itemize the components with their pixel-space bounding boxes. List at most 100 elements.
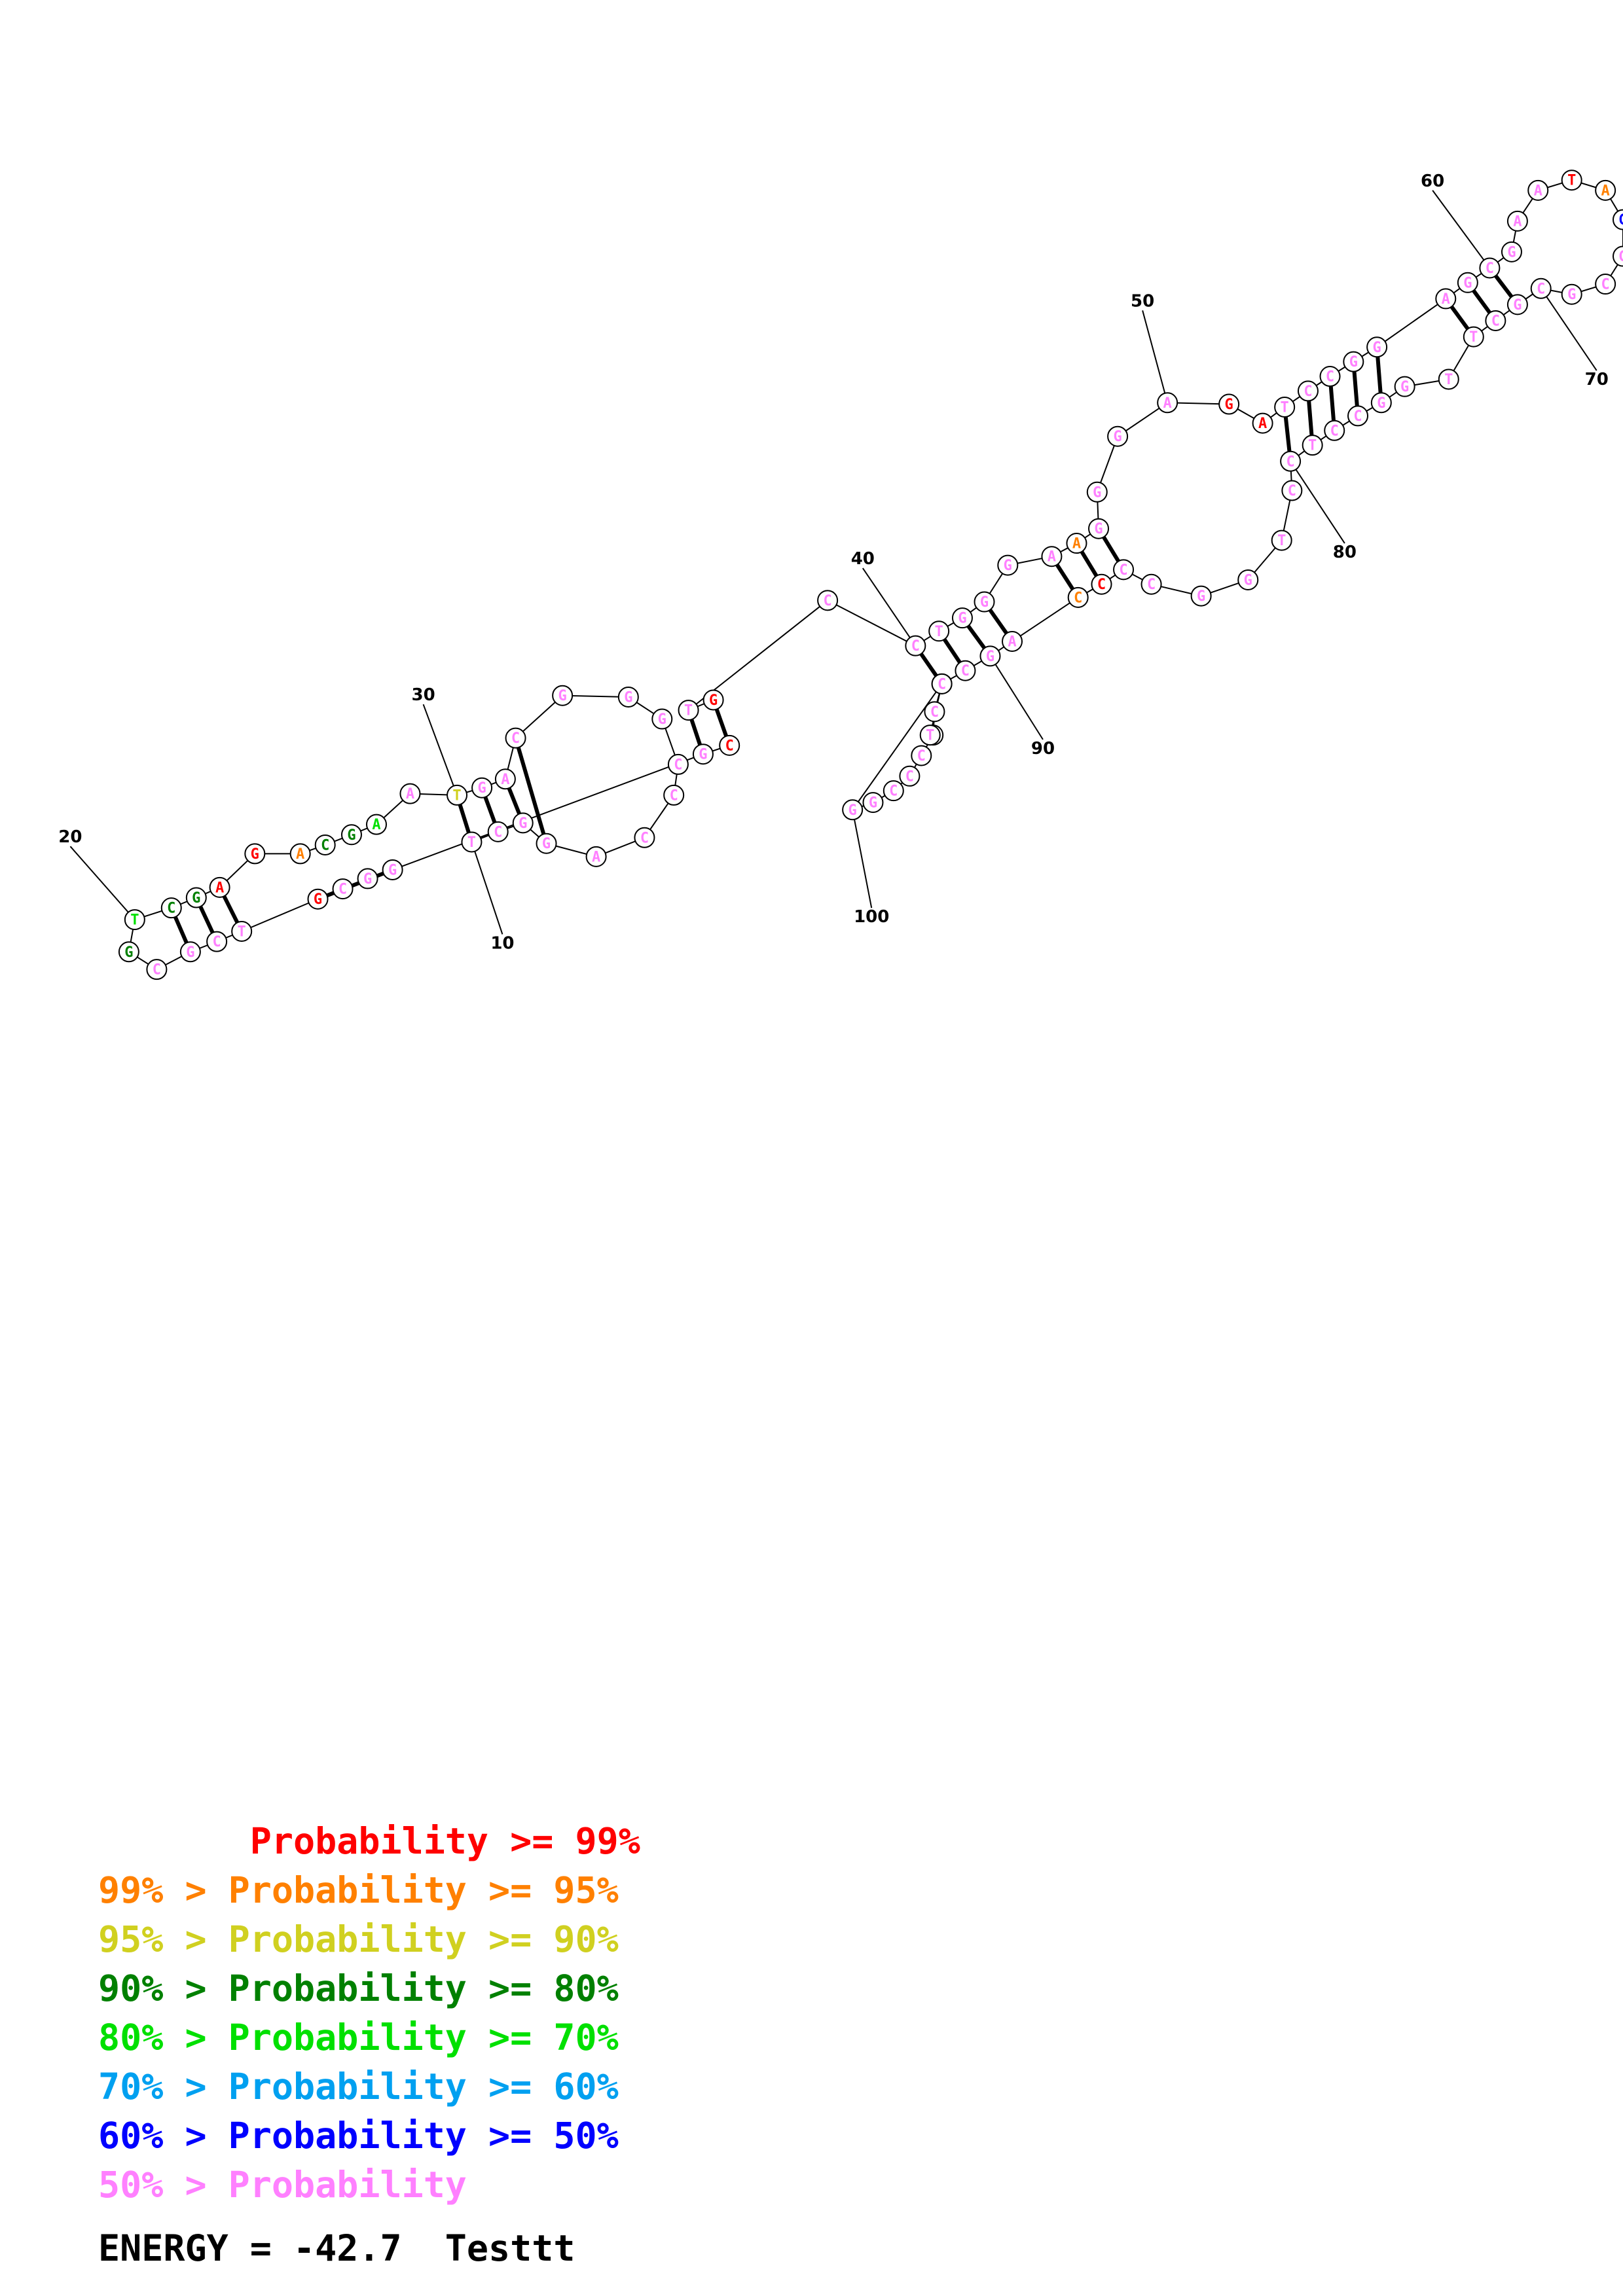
nucleotide-letter: G xyxy=(1244,572,1252,588)
nucleotide-letter: C xyxy=(938,676,946,692)
nucleotide: G xyxy=(552,685,574,706)
nucleotide-letter: C xyxy=(1326,369,1334,386)
nucleotide-letter: G xyxy=(347,827,356,844)
nucleotide: G xyxy=(1088,518,1110,539)
nucleotide-letter: C xyxy=(1353,408,1362,425)
position-tick xyxy=(422,704,458,796)
nucleotide-circle xyxy=(1297,380,1319,402)
nucleotide: G xyxy=(357,868,378,889)
nucleotide-circle xyxy=(1190,585,1212,607)
nucleotide-letter: C xyxy=(1537,281,1545,297)
position-tick xyxy=(1540,288,1597,371)
nucleotide: G xyxy=(1506,294,1528,315)
nucleotide-circle xyxy=(928,620,950,642)
nucleotide-letter: G xyxy=(869,795,877,812)
nucleotide: C xyxy=(314,834,336,855)
nucleotide-letter: C xyxy=(889,783,898,800)
nucleotide: T xyxy=(928,620,950,642)
nucleotide: T xyxy=(231,920,253,942)
nucleotide-letter: C xyxy=(494,824,502,840)
backbone-segment xyxy=(1012,597,1079,642)
nucleotide-letter: T xyxy=(1567,173,1576,189)
nucleotide: G xyxy=(179,941,201,963)
nucleotide: C xyxy=(924,701,945,723)
nucleotide-letter: C xyxy=(321,837,329,853)
nucleotide: G xyxy=(842,799,864,821)
nucleotide-circle xyxy=(1561,170,1582,191)
nucleotide: C xyxy=(1479,257,1501,279)
position-label: 40 xyxy=(851,549,875,569)
nucleotide: G xyxy=(1370,392,1392,414)
nucleotide: G xyxy=(997,554,1019,576)
nucleotide-letter: C xyxy=(1288,483,1296,499)
nucleotide-circle xyxy=(1113,559,1135,581)
nucleotide-letter: C xyxy=(911,638,920,655)
nucleotide: C xyxy=(1347,405,1369,427)
nucleotide: C xyxy=(146,959,168,980)
nucleotide-letter: G xyxy=(1400,379,1409,395)
position-tick xyxy=(1432,190,1491,269)
nucleotide: G xyxy=(536,833,557,854)
nucleotide: G xyxy=(340,824,362,846)
nucleotide-letter: C xyxy=(1491,313,1500,329)
nucleotide-circle xyxy=(1527,179,1549,201)
nucleotide: G xyxy=(1457,272,1478,293)
nucleotide-letter: C xyxy=(725,738,734,754)
nucleotide-circle xyxy=(332,878,354,900)
nucleotide: G xyxy=(1237,569,1259,590)
nucleotide-letter: G xyxy=(986,649,994,665)
nucleotide-circle xyxy=(289,843,311,865)
nucleotide: A xyxy=(399,783,421,804)
nucleotide-letter: C xyxy=(1147,577,1156,593)
nucleotide-circle xyxy=(955,660,976,681)
nucleotide-circle xyxy=(1613,209,1623,230)
legend-p60: 70% > Probability >= 60% xyxy=(98,2066,619,2108)
backbone-segment xyxy=(392,753,704,870)
nucleotide-letter: G xyxy=(314,891,322,908)
nucleotide-circle xyxy=(536,833,557,854)
nucleotide: C xyxy=(1485,310,1506,331)
nucleotide-letter: G xyxy=(848,802,857,819)
nucleotide-letter: T xyxy=(1281,399,1289,416)
position-label: 90 xyxy=(1031,739,1055,759)
nucleotide-letter: A xyxy=(1534,183,1542,199)
nucleotide-circle xyxy=(487,821,509,842)
nucleotides: TCGGACCCGGGCAGTAAGCAGAGCTGCGCTGCGGGCGTCC… xyxy=(118,170,1623,980)
nucleotide-letter: C xyxy=(961,663,970,679)
nucleotide-letter: A xyxy=(592,849,600,865)
legend-p50: 60% > Probability >= 50% xyxy=(98,2115,619,2157)
nucleotide-circle xyxy=(1237,569,1259,590)
nucleotide: C xyxy=(931,673,953,694)
nucleotide-letter: G xyxy=(542,836,551,852)
nucleotide-circle xyxy=(1613,245,1623,267)
nucleotide-circle xyxy=(924,701,945,723)
nucleotide-letter: T xyxy=(1444,372,1453,388)
nucleotide-circle xyxy=(209,876,230,898)
nucleotide: T xyxy=(1274,396,1296,418)
nucleotide-circle xyxy=(817,590,839,611)
nucleotide-circle xyxy=(206,931,228,952)
nucleotide-letter: A xyxy=(1008,634,1016,650)
position-tick xyxy=(852,810,873,908)
nucleotide-letter: C xyxy=(1304,384,1312,400)
nucleotide-letter: G xyxy=(1093,484,1101,501)
nucleotide-letter: A xyxy=(296,846,304,863)
nucleotide-letter: G xyxy=(958,611,966,627)
nucleotide: G xyxy=(1086,481,1108,503)
nucleotide: A xyxy=(1157,392,1178,414)
nucleotide: C xyxy=(634,827,655,848)
nucleotide-letter: G xyxy=(1349,354,1358,370)
nucleotide-circle xyxy=(678,700,699,721)
position-tick xyxy=(471,842,503,935)
nucleotide-circle xyxy=(692,744,714,765)
nucleotide: G xyxy=(118,941,139,963)
nucleotide: C xyxy=(206,931,228,952)
nucleotide: G xyxy=(702,689,724,711)
nucleotide: C xyxy=(332,878,354,900)
position-label: 30 xyxy=(412,685,435,705)
nucleotide-letter: C xyxy=(1486,260,1494,277)
nucleotide-letter: G xyxy=(477,780,486,797)
backbone-segment xyxy=(1376,298,1446,348)
nucleotide-circle xyxy=(160,897,182,919)
